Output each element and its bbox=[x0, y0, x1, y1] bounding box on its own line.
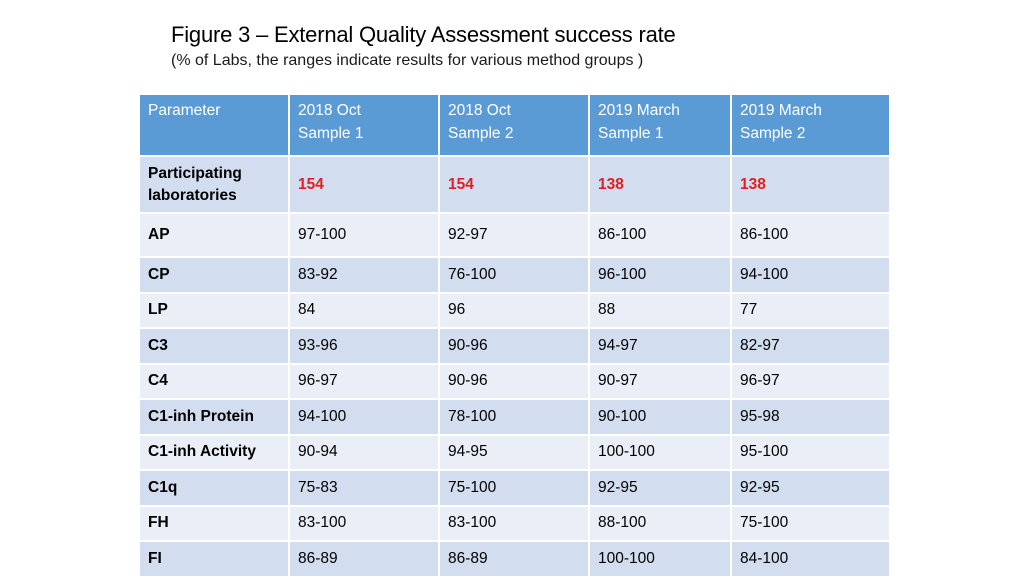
header-line: 2019 March bbox=[740, 102, 822, 119]
header-row: Parameter 2018 Oct Sample 1 2018 Oct Sampl… bbox=[140, 95, 889, 157]
table-cell: 86-89 bbox=[290, 542, 440, 578]
success-rate-table: Parameter 2018 Oct Sample 1 2018 Oct Sampl… bbox=[140, 95, 889, 578]
table-row: C4 96-97 90-96 90-97 96-97 bbox=[140, 364, 889, 400]
table-cell: 92-97 bbox=[440, 214, 590, 258]
table-row: AP 97-100 92-97 86-100 86-100 bbox=[140, 214, 889, 258]
header-line: Sample 1 bbox=[298, 125, 364, 142]
table-row-participating: Participating laboratories 154 154 138 13… bbox=[140, 157, 889, 214]
table-cell: 94-100 bbox=[290, 400, 440, 436]
table-cell: 154 bbox=[290, 157, 440, 214]
table-cell: 92-95 bbox=[590, 471, 732, 507]
table-cell: 90-100 bbox=[590, 400, 732, 436]
row-label-line: Participating bbox=[148, 164, 242, 182]
row-label: LP bbox=[140, 293, 290, 329]
header-2019-march-sample-2: 2019 March Sample 2 bbox=[732, 95, 889, 157]
table-cell: 76-100 bbox=[440, 258, 590, 294]
row-label-line: laboratories bbox=[148, 186, 237, 204]
table-cell: 86-100 bbox=[590, 214, 732, 258]
table-cell: 154 bbox=[440, 157, 590, 214]
row-label: C3 bbox=[140, 329, 290, 365]
table-cell: 100-100 bbox=[590, 435, 732, 471]
table-row: C1-inh Protein 94-100 78-100 90-100 95-9… bbox=[140, 400, 889, 436]
header-2018-oct-sample-2: 2018 Oct Sample 2 bbox=[440, 95, 590, 157]
table-cell: 93-96 bbox=[290, 329, 440, 365]
header-line: Sample 2 bbox=[740, 125, 806, 142]
header-line: Sample 1 bbox=[598, 125, 664, 142]
table-row: C3 93-96 90-96 94-97 82-97 bbox=[140, 329, 889, 365]
table-row: LP 84 96 88 77 bbox=[140, 293, 889, 329]
table-cell: 96-100 bbox=[590, 258, 732, 294]
table-cell: 90-94 bbox=[290, 435, 440, 471]
table-cell: 86-100 bbox=[732, 214, 889, 258]
table-cell: 90-97 bbox=[590, 364, 732, 400]
table-cell: 97-100 bbox=[290, 214, 440, 258]
header-line: 2018 Oct bbox=[448, 102, 511, 119]
row-label: FH bbox=[140, 506, 290, 542]
table-row: CP 83-92 76-100 96-100 94-100 bbox=[140, 258, 889, 294]
table-cell: 88-100 bbox=[590, 506, 732, 542]
table-cell: 86-89 bbox=[440, 542, 590, 578]
header-line: Parameter bbox=[148, 102, 221, 119]
table-cell: 138 bbox=[732, 157, 889, 214]
table-cell: 83-100 bbox=[440, 506, 590, 542]
figure-title: Figure 3 – External Quality Assessment s… bbox=[171, 22, 676, 47]
header-2018-oct-sample-1: 2018 Oct Sample 1 bbox=[290, 95, 440, 157]
row-label: C1-inh Protein bbox=[140, 400, 290, 436]
header-line: 2019 March bbox=[598, 102, 680, 119]
table-row: C1-inh Activity 90-94 94-95 100-100 95-1… bbox=[140, 435, 889, 471]
row-label: C1-inh Activity bbox=[140, 435, 290, 471]
row-label: C4 bbox=[140, 364, 290, 400]
figure-subtitle: (% of Labs, the ranges indicate results … bbox=[171, 52, 644, 69]
row-label: C1q bbox=[140, 471, 290, 507]
row-label: CP bbox=[140, 258, 290, 294]
table-cell: 83-92 bbox=[290, 258, 440, 294]
header-2019-march-sample-1: 2019 March Sample 1 bbox=[590, 95, 732, 157]
table-cell: 84-100 bbox=[732, 542, 889, 578]
table-row: FH 83-100 83-100 88-100 75-100 bbox=[140, 506, 889, 542]
table-cell: 96 bbox=[440, 293, 590, 329]
table-cell: 95-98 bbox=[732, 400, 889, 436]
table-cell: 83-100 bbox=[290, 506, 440, 542]
table-row: C1q 75-83 75-100 92-95 92-95 bbox=[140, 471, 889, 507]
table-cell: 96-97 bbox=[732, 364, 889, 400]
row-label: FI bbox=[140, 542, 290, 578]
header-parameter: Parameter bbox=[140, 95, 290, 157]
table-cell: 94-100 bbox=[732, 258, 889, 294]
table-cell: 90-96 bbox=[440, 329, 590, 365]
table-cell: 95-100 bbox=[732, 435, 889, 471]
table-cell: 77 bbox=[732, 293, 889, 329]
table-cell: 92-95 bbox=[732, 471, 889, 507]
table-cell: 100-100 bbox=[590, 542, 732, 578]
table-cell: 96-97 bbox=[290, 364, 440, 400]
row-label: Participating laboratories bbox=[140, 157, 290, 214]
row-label: AP bbox=[140, 214, 290, 258]
table-cell: 75-83 bbox=[290, 471, 440, 507]
header-line: 2018 Oct bbox=[298, 102, 361, 119]
table-cell: 84 bbox=[290, 293, 440, 329]
table-cell: 94-95 bbox=[440, 435, 590, 471]
table-cell: 138 bbox=[590, 157, 732, 214]
table-cell: 90-96 bbox=[440, 364, 590, 400]
table-cell: 75-100 bbox=[732, 506, 889, 542]
table-cell: 94-97 bbox=[590, 329, 732, 365]
table-row: FI 86-89 86-89 100-100 84-100 bbox=[140, 542, 889, 578]
table-cell: 82-97 bbox=[732, 329, 889, 365]
table-cell: 88 bbox=[590, 293, 732, 329]
table-cell: 75-100 bbox=[440, 471, 590, 507]
table-cell: 78-100 bbox=[440, 400, 590, 436]
header-line: Sample 2 bbox=[448, 125, 514, 142]
